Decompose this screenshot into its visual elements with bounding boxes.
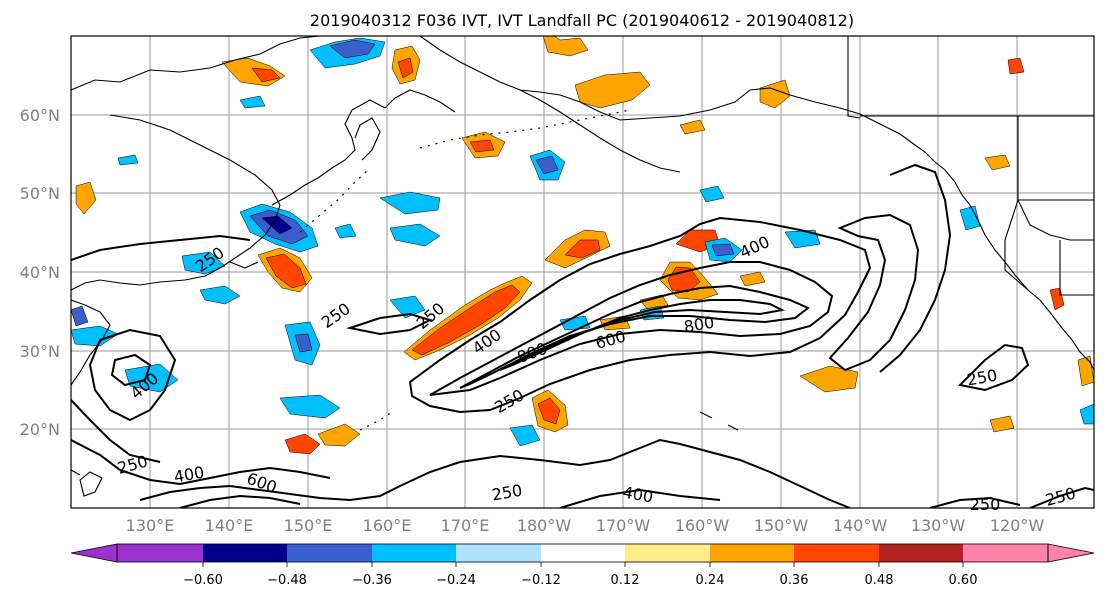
colorbar-label: −0.24 bbox=[436, 573, 476, 588]
lon-tick-label: 130°E bbox=[126, 516, 175, 535]
lon-tick-label: 150°W bbox=[754, 516, 809, 535]
colorbar-swatch bbox=[117, 544, 203, 562]
colorbar-outline bbox=[116, 543, 1049, 563]
longitude-ticks: 130°E 140°E 150°E 160°E 170°E 180°W 170°… bbox=[126, 516, 1045, 535]
colorbar-ticks bbox=[202, 562, 964, 567]
colorbar-swatch bbox=[625, 544, 710, 562]
graticule bbox=[71, 36, 1094, 508]
lon-tick-label: 180°W bbox=[517, 516, 572, 535]
colorbar-swatch bbox=[287, 544, 372, 562]
lon-tick-label: 130°W bbox=[911, 516, 966, 535]
colorbar-label: −0.36 bbox=[352, 573, 392, 588]
lon-tick-label: 120°W bbox=[990, 516, 1045, 535]
negative-anomaly-patches bbox=[71, 37, 1094, 447]
colorbar-swatch bbox=[710, 544, 794, 562]
latitude-ticks: 60°N 50°N 40°N 30°N 20°N bbox=[20, 106, 60, 439]
colorbar-min-extend bbox=[70, 543, 118, 563]
lat-tick-label: 50°N bbox=[20, 184, 60, 203]
map-panel: 250 400 600 800 250 400 600 800 250 250 … bbox=[70, 35, 1095, 514]
lon-tick-label: 170°E bbox=[441, 516, 490, 535]
colorbar-label: 0.48 bbox=[865, 573, 894, 588]
lon-tick-label: 150°E bbox=[284, 516, 333, 535]
figure-title: 2019040312 F036 IVT, IVT Landfall PC (20… bbox=[310, 11, 854, 30]
colorbar-label: 0.36 bbox=[780, 573, 809, 588]
colorbar-swatch bbox=[203, 544, 287, 562]
colorbar: −0.60 −0.48 −0.36 −0.24 −0.12 0.12 0.24 … bbox=[70, 543, 1095, 588]
colorbar-max-extend bbox=[1047, 543, 1095, 563]
lon-tick-label: 140°E bbox=[205, 516, 254, 535]
positive-anomaly-patches bbox=[75, 36, 1094, 455]
lat-tick-label: 20°N bbox=[20, 420, 60, 439]
ivt-contours bbox=[71, 163, 1094, 508]
colorbar-label: −0.12 bbox=[521, 573, 561, 588]
colorbar-swatch bbox=[541, 544, 625, 562]
colorbar-label: −0.48 bbox=[267, 573, 307, 588]
colorbar-swatch bbox=[879, 544, 963, 562]
lat-tick-label: 30°N bbox=[20, 342, 60, 361]
island-chain bbox=[299, 109, 631, 431]
lon-tick-label: 170°W bbox=[596, 516, 651, 535]
colorbar-swatch bbox=[794, 544, 879, 562]
lon-tick-label: 140°W bbox=[833, 516, 888, 535]
colorbar-label: 0.12 bbox=[611, 573, 640, 588]
lat-tick-label: 40°N bbox=[20, 263, 60, 282]
colorbar-label: 0.60 bbox=[949, 573, 978, 588]
map-frame bbox=[70, 35, 1095, 509]
lat-tick-label: 60°N bbox=[20, 106, 60, 125]
colorbar-swatch bbox=[456, 544, 541, 562]
colorbar-swatch bbox=[963, 544, 1048, 562]
colorbar-swatch bbox=[372, 544, 456, 562]
political-borders bbox=[847, 36, 1094, 296]
contour-label: 250 bbox=[970, 495, 1001, 514]
lon-tick-label: 160°W bbox=[675, 516, 730, 535]
colorbar-label: −0.60 bbox=[183, 573, 223, 588]
colorbar-label: 0.24 bbox=[696, 573, 725, 588]
lon-tick-label: 160°E bbox=[363, 516, 412, 535]
